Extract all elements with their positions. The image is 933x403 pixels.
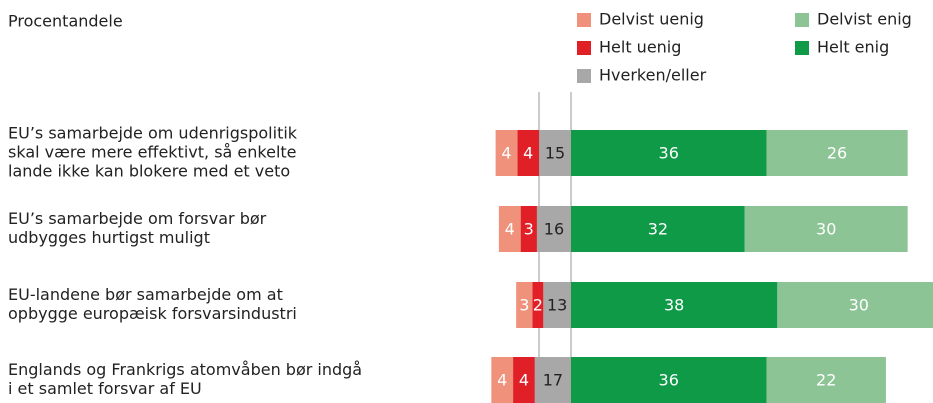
bar-segment xyxy=(520,206,537,252)
value-label: 17 xyxy=(543,371,563,390)
legend-swatch xyxy=(577,69,591,83)
bar-segment xyxy=(532,282,544,328)
value-label: 4 xyxy=(501,144,511,163)
value-label: 4 xyxy=(523,144,533,163)
bar-segment xyxy=(498,206,521,252)
bar-segment xyxy=(491,357,514,403)
value-label: 4 xyxy=(497,371,507,390)
legend-label: Helt uenig xyxy=(599,38,681,57)
bar-segment xyxy=(516,282,533,328)
category-label: skal være mere effektivt, så enkelte xyxy=(8,143,297,162)
value-label: 16 xyxy=(544,220,564,239)
legend-label: Delvist uenig xyxy=(599,10,704,29)
category-label: i et samlet forsvar af EU xyxy=(8,379,202,398)
legend-label: Hverken/eller xyxy=(599,66,707,85)
value-label: 15 xyxy=(545,144,565,163)
bar-segment xyxy=(571,282,778,328)
subtitle: Procentandele xyxy=(8,12,123,31)
value-label: 13 xyxy=(547,296,567,315)
value-label: 26 xyxy=(827,144,847,163)
value-label: 2 xyxy=(533,296,543,315)
value-label: 4 xyxy=(505,220,515,239)
bar-segment xyxy=(766,357,886,403)
legend-swatch xyxy=(795,41,809,55)
category-label: Englands og Frankrigs atomvåben bør indg… xyxy=(8,360,362,379)
category-label: EU’s samarbejde om forsvar bør xyxy=(8,209,267,228)
value-label: 4 xyxy=(519,371,529,390)
value-label: 22 xyxy=(816,371,836,390)
value-label: 3 xyxy=(524,220,534,239)
category-label: opbygge europæisk forsvarsindustri xyxy=(8,304,297,323)
category-label: lande ikke kan blokere med et veto xyxy=(8,162,290,181)
legend-swatch xyxy=(795,13,809,27)
category-label: EU-landene bør samarbejde om at xyxy=(8,285,283,304)
legend-label: Helt enig xyxy=(817,38,889,57)
value-label: 36 xyxy=(659,144,679,163)
bar-segment xyxy=(536,206,571,252)
bar-segment xyxy=(517,130,540,176)
legend-swatch xyxy=(577,41,591,55)
bar-segment xyxy=(539,130,571,176)
bar-segment xyxy=(766,130,908,176)
bar-segment xyxy=(513,357,535,403)
bar-segment xyxy=(571,357,767,403)
bar-segment xyxy=(777,282,933,328)
bar-segment xyxy=(534,357,571,403)
bar-segment xyxy=(571,206,745,252)
legend-swatch xyxy=(577,13,591,27)
value-label: 38 xyxy=(664,296,684,315)
value-label: 32 xyxy=(648,220,668,239)
bar-segment xyxy=(744,206,908,252)
category-label: udbygges hurtigst muligt xyxy=(8,228,210,247)
legend-label: Delvist enig xyxy=(817,10,912,29)
value-label: 30 xyxy=(816,220,836,239)
bar-segment xyxy=(543,282,571,328)
bar-segment xyxy=(495,130,518,176)
bar-segment xyxy=(571,130,767,176)
value-label: 30 xyxy=(849,296,869,315)
value-label: 36 xyxy=(659,371,679,390)
category-label: EU’s samarbejde om udenrigspolitik xyxy=(8,124,298,143)
value-label: 3 xyxy=(519,296,529,315)
